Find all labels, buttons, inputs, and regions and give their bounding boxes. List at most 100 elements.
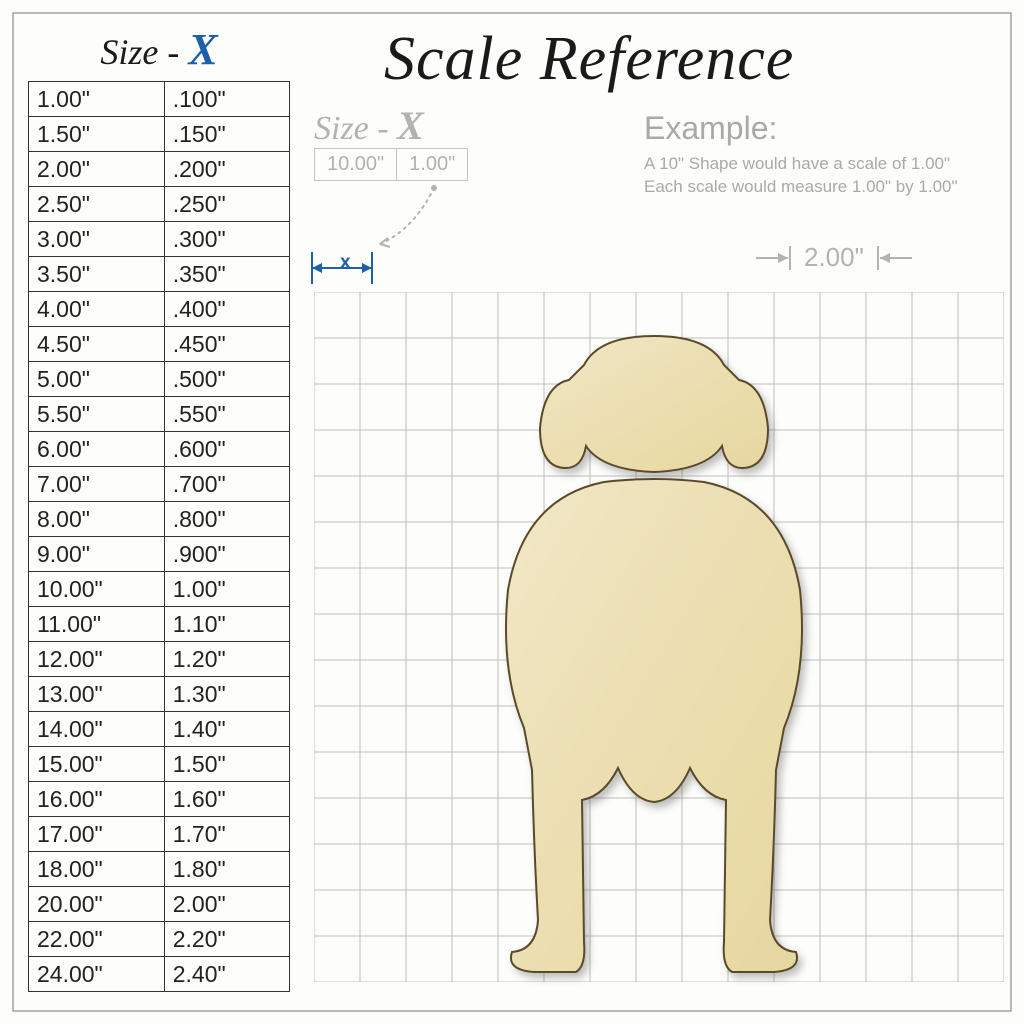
scale-cell: 1.30" (164, 677, 289, 712)
size-cell: 18.00" (29, 852, 165, 887)
size-cell: 3.50" (29, 257, 165, 292)
scale-cell: 1.60" (164, 782, 289, 817)
size-cell: 20.00" (29, 887, 165, 922)
size-cell: 2.50" (29, 187, 165, 222)
table-row: 4.00".400" (29, 292, 290, 327)
mini-cell-size: 10.00" (315, 149, 397, 181)
size-cell: 4.00" (29, 292, 165, 327)
example-block: Example: A 10" Shape would have a scale … (644, 110, 958, 199)
size-cell: 4.50" (29, 327, 165, 362)
sub-size-prefix: Size - (314, 110, 397, 147)
size-cell: 17.00" (29, 817, 165, 852)
scale-cell: 1.80" (164, 852, 289, 887)
scale-cell: .100" (164, 82, 289, 117)
scale-cell: 2.20" (164, 922, 289, 957)
table-row: 10.00"1.00" (29, 572, 290, 607)
size-header-prefix: Size - (100, 32, 188, 72)
scale-cell: .150" (164, 117, 289, 152)
table-row: 8.00".800" (29, 502, 290, 537)
table-row: 24.00"2.40" (29, 957, 290, 992)
table-row: 18.00"1.80" (29, 852, 290, 887)
table-row: 15.00"1.50" (29, 747, 290, 782)
dotted-connector (374, 184, 464, 254)
scale-cell: .300" (164, 222, 289, 257)
example-line-1: A 10" Shape would have a scale of 1.00" (644, 153, 958, 176)
sub-size-x: X (397, 103, 424, 148)
table-row: 13.00"1.30" (29, 677, 290, 712)
scale-cell: .700" (164, 467, 289, 502)
table-row: 2.00".200" (29, 152, 290, 187)
size-cell: 10.00" (29, 572, 165, 607)
scale-cell: .800" (164, 502, 289, 537)
mini-cell-scale: 1.00" (397, 149, 468, 181)
arrow-left-icon (874, 243, 914, 273)
table-row: 22.00"2.20" (29, 922, 290, 957)
scale-cell: .450" (164, 327, 289, 362)
size-cell: 5.50" (29, 397, 165, 432)
sub-size-header: Size - X (314, 102, 424, 149)
x-dimension-label: x (340, 252, 351, 274)
size-cell: 5.00" (29, 362, 165, 397)
size-cell: 8.00" (29, 502, 165, 537)
scale-cell: .500" (164, 362, 289, 397)
scale-cell: 1.20" (164, 642, 289, 677)
size-cell: 11.00" (29, 607, 165, 642)
table-row: 5.00".500" (29, 362, 290, 397)
size-cell: 24.00" (29, 957, 165, 992)
size-cell: 3.00" (29, 222, 165, 257)
scale-cell: .550" (164, 397, 289, 432)
table-row: 1.00".100" (29, 82, 290, 117)
scale-cell: 2.00" (164, 887, 289, 922)
scale-cell: 1.50" (164, 747, 289, 782)
scale-cell: 2.40" (164, 957, 289, 992)
size-header-x: X (188, 25, 217, 74)
scale-cell: .900" (164, 537, 289, 572)
table-row: 9.00".900" (29, 537, 290, 572)
page-title: Scale Reference (384, 24, 794, 95)
scale-cell: .400" (164, 292, 289, 327)
size-cell: 2.00" (29, 152, 165, 187)
size-cell: 12.00" (29, 642, 165, 677)
table-row: 16.00"1.60" (29, 782, 290, 817)
size-cell: 22.00" (29, 922, 165, 957)
example-line-2: Each scale would measure 1.00" by 1.00" (644, 176, 958, 199)
size-table: 1.00".100"1.50".150"2.00".200"2.50".250"… (28, 81, 290, 992)
scale-cell: .200" (164, 152, 289, 187)
mini-size-table: 10.00" 1.00" (314, 148, 468, 181)
size-cell: 15.00" (29, 747, 165, 782)
size-cell: 13.00" (29, 677, 165, 712)
size-cell: 6.00" (29, 432, 165, 467)
table-row: 17.00"1.70" (29, 817, 290, 852)
table-row: 20.00"2.00" (29, 887, 290, 922)
two-inch-marker: 2.00" (754, 242, 914, 273)
size-cell: 1.50" (29, 117, 165, 152)
scale-cell: .350" (164, 257, 289, 292)
page-frame: Size - X 1.00".100"1.50".150"2.00".200"2… (12, 12, 1012, 1012)
size-cell: 7.00" (29, 467, 165, 502)
size-cell: 16.00" (29, 782, 165, 817)
scale-cell: 1.70" (164, 817, 289, 852)
table-row: 11.00"1.10" (29, 607, 290, 642)
example-title: Example: (644, 110, 958, 147)
size-table-container: Size - X 1.00".100"1.50".150"2.00".200"2… (28, 24, 290, 992)
table-row: 4.50".450" (29, 327, 290, 362)
scale-cell: .600" (164, 432, 289, 467)
table-row: 1.50".150" (29, 117, 290, 152)
size-cell: 9.00" (29, 537, 165, 572)
table-row: 5.50".550" (29, 397, 290, 432)
table-row: 3.00".300" (29, 222, 290, 257)
scale-cell: 1.10" (164, 607, 289, 642)
table-row: 12.00"1.20" (29, 642, 290, 677)
size-cell: 1.00" (29, 82, 165, 117)
table-row: 6.00".600" (29, 432, 290, 467)
table-row: 14.00"1.40" (29, 712, 290, 747)
scale-cell: 1.40" (164, 712, 289, 747)
table-row: 2.50".250" (29, 187, 290, 222)
arrow-right-icon (754, 243, 794, 273)
product-shape-silhouette (454, 330, 854, 980)
two-inch-label: 2.00" (804, 242, 864, 273)
scale-cell: .250" (164, 187, 289, 222)
size-table-header: Size - X (28, 24, 290, 75)
size-cell: 14.00" (29, 712, 165, 747)
scale-cell: 1.00" (164, 572, 289, 607)
